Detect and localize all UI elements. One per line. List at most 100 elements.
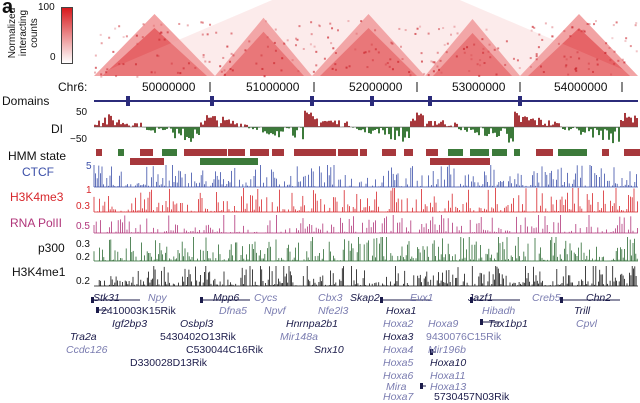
di-bar bbox=[532, 119, 534, 127]
di-bar bbox=[598, 127, 600, 135]
di-bar bbox=[516, 113, 518, 127]
di-bar bbox=[192, 127, 194, 138]
di-bar bbox=[364, 127, 366, 132]
heatmap-speck bbox=[159, 32, 161, 34]
heatmap-speck bbox=[614, 51, 616, 53]
di-bar bbox=[522, 117, 524, 127]
heatmap-speck bbox=[260, 54, 262, 56]
di-bar bbox=[428, 121, 430, 127]
heatmap-speck bbox=[566, 58, 568, 60]
gene-label: Evx1 bbox=[410, 292, 433, 304]
di-bar bbox=[390, 127, 392, 139]
colorbar-min: 0 bbox=[50, 52, 56, 63]
heatmap-speck bbox=[430, 60, 432, 62]
hmm-segment bbox=[536, 149, 553, 156]
heatmap-speck bbox=[95, 55, 97, 57]
di-bar bbox=[564, 127, 566, 130]
heatmap-speck bbox=[334, 63, 336, 65]
di-bar bbox=[382, 127, 384, 130]
di-bar bbox=[506, 127, 508, 134]
heatmap-speck bbox=[221, 71, 223, 73]
heatmap-speck bbox=[444, 44, 446, 46]
di-bar bbox=[370, 127, 372, 134]
di-bar bbox=[460, 127, 462, 130]
di-bar bbox=[108, 114, 110, 127]
heatmap-speck bbox=[105, 71, 107, 73]
di-bar bbox=[578, 127, 580, 130]
heatmap-speck bbox=[275, 29, 277, 31]
heatmap-speck bbox=[519, 67, 521, 69]
di-bar bbox=[216, 120, 218, 127]
heatmap-speck bbox=[531, 30, 533, 32]
heatmap-speck bbox=[567, 74, 569, 76]
gene-label: Skap2 bbox=[350, 292, 380, 304]
hmm-segment bbox=[200, 158, 258, 165]
heatmap-speck bbox=[453, 26, 455, 28]
di-bar bbox=[296, 127, 298, 130]
heatmap-speck bbox=[160, 24, 162, 26]
di-bar bbox=[214, 116, 216, 127]
di-bar bbox=[374, 127, 376, 130]
di-bar bbox=[430, 121, 432, 127]
heatmap-speck bbox=[538, 46, 540, 48]
heatmap-speck bbox=[209, 61, 211, 63]
heatmap-speck bbox=[488, 51, 490, 53]
heatmap-speck bbox=[438, 28, 440, 30]
heatmap-speck bbox=[530, 66, 532, 68]
heatmap-speck bbox=[295, 44, 297, 46]
heatmap-speck bbox=[473, 44, 475, 46]
heatmap-speck bbox=[315, 64, 317, 66]
heatmap-speck bbox=[331, 27, 333, 29]
heatmap-speck bbox=[397, 61, 399, 63]
heatmap-speck bbox=[442, 27, 444, 29]
heatmap-speck bbox=[281, 57, 283, 59]
heatmap-speck bbox=[158, 39, 160, 41]
hmm-segment bbox=[624, 149, 640, 156]
heatmap-speck bbox=[433, 70, 435, 72]
heatmap-speck bbox=[118, 25, 120, 27]
heatmap-speck bbox=[187, 24, 189, 26]
gene-label: Mir196b bbox=[428, 344, 466, 356]
heatmap-speck bbox=[314, 46, 316, 48]
heatmap-speck bbox=[536, 53, 538, 55]
h3k4me1-scale: 0.2 bbox=[76, 276, 90, 287]
heatmap-speck bbox=[215, 32, 217, 34]
heatmap-speck bbox=[219, 65, 221, 67]
di-bar bbox=[118, 120, 120, 127]
heatmap-speck bbox=[167, 31, 169, 33]
heatmap-speck bbox=[617, 60, 619, 62]
heatmap-speck bbox=[255, 63, 257, 65]
di-bar bbox=[294, 127, 296, 138]
h3k4me3-scale-bottom: 0.3 bbox=[76, 201, 90, 212]
heatmap-speck bbox=[387, 62, 389, 64]
di-bar bbox=[188, 127, 190, 138]
gene-label: D330028D13Rik bbox=[130, 357, 207, 369]
heatmap-speck bbox=[366, 66, 368, 68]
di-bar bbox=[228, 119, 230, 127]
di-bar bbox=[444, 124, 446, 127]
di-bar bbox=[220, 123, 222, 127]
heatmap-speck bbox=[154, 71, 156, 73]
di-bar bbox=[312, 116, 314, 127]
di-bar bbox=[324, 121, 326, 127]
heatmap-speck bbox=[143, 23, 145, 25]
heatmap-speck bbox=[183, 67, 185, 69]
hmm-segment bbox=[558, 149, 580, 156]
heatmap-speck bbox=[530, 57, 532, 59]
heatmap-speck bbox=[100, 34, 102, 36]
di-bar bbox=[558, 123, 560, 127]
heatmap-speck bbox=[540, 66, 542, 68]
heatmap-speck bbox=[123, 36, 125, 38]
di-bar bbox=[252, 127, 254, 129]
di-bar bbox=[344, 123, 346, 127]
gene-label: Cbx3 bbox=[318, 292, 343, 304]
heatmap-speck bbox=[538, 34, 540, 36]
heatmap-speck bbox=[310, 43, 312, 45]
gene-exon bbox=[480, 319, 483, 325]
heatmap-speck bbox=[635, 22, 637, 24]
heatmap-speck bbox=[231, 32, 233, 34]
heatmap-speck bbox=[558, 43, 560, 45]
heatmap-speck bbox=[536, 58, 538, 60]
heatmap-speck bbox=[126, 35, 128, 37]
di-bar bbox=[554, 122, 556, 127]
